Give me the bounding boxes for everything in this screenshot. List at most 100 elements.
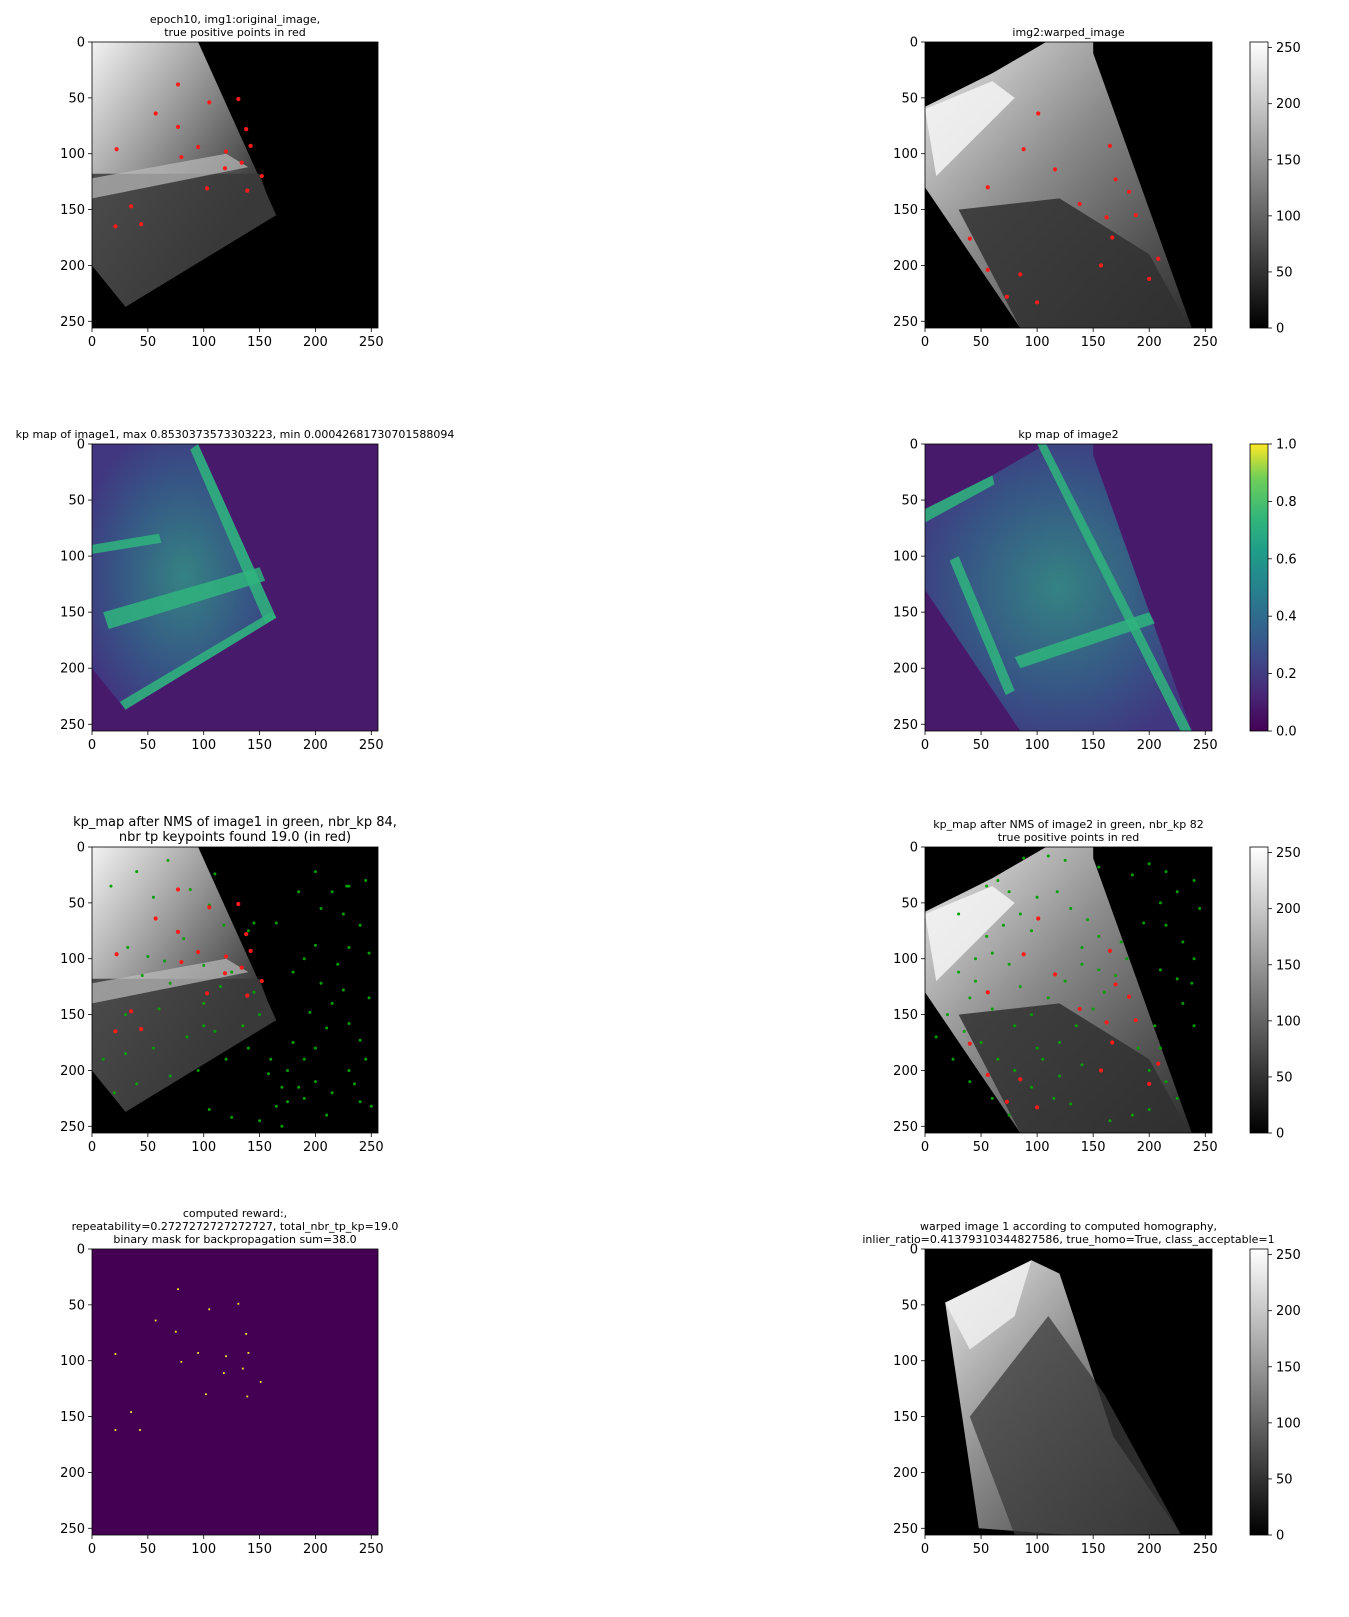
green-keypoint xyxy=(1175,977,1179,981)
x-tick-label: 200 xyxy=(1137,335,1162,350)
green-keypoint xyxy=(957,970,961,974)
red-keypoint xyxy=(1036,111,1041,116)
green-keypoint xyxy=(1158,1046,1162,1050)
red-keypoint xyxy=(207,905,212,910)
red-keypoint xyxy=(245,188,250,193)
title-line: inlier_ratio=0.41379310344827586, true_h… xyxy=(862,1233,1274,1246)
red-keypoint xyxy=(1110,235,1115,240)
green-keypoint xyxy=(1007,1113,1011,1117)
title-line: kp map of image1, max 0.8530373573303223… xyxy=(16,428,455,441)
y-tick-label: 250 xyxy=(893,315,918,330)
x-tick-label: 100 xyxy=(1025,738,1050,753)
mask-point xyxy=(241,1367,244,1370)
red-keypoint xyxy=(139,222,144,227)
red-keypoint xyxy=(236,901,241,907)
green-keypoint xyxy=(188,887,192,891)
red-keypoint xyxy=(153,916,158,921)
x-tick-label: 150 xyxy=(1081,738,1106,753)
mask-point xyxy=(247,1351,250,1354)
y-tick-label: 150 xyxy=(893,1410,918,1425)
panel-title: warped image 1 according to computed hom… xyxy=(862,1220,1274,1246)
x-tick-label: 250 xyxy=(1193,738,1218,753)
y-tick-label: 100 xyxy=(60,550,85,565)
green-keypoint xyxy=(1046,996,1050,1000)
green-keypoint xyxy=(1097,934,1101,938)
x-tick-label: 100 xyxy=(191,738,216,753)
green-keypoint xyxy=(973,979,977,983)
red-keypoint xyxy=(239,160,244,165)
green-keypoint xyxy=(979,1041,983,1045)
green-keypoint xyxy=(1175,1096,1179,1100)
red-keypoint xyxy=(1104,1020,1109,1025)
green-keypoint xyxy=(1198,906,1202,910)
red-keypoint xyxy=(967,236,972,241)
green-keypoint xyxy=(973,957,977,961)
x-tick-label: 100 xyxy=(191,335,216,350)
axes-frame xyxy=(91,443,379,732)
red-keypoint xyxy=(196,144,201,150)
green-keypoint xyxy=(358,923,362,927)
y-tick-label: 250 xyxy=(60,718,85,733)
mask-point xyxy=(225,1355,227,1358)
red-keypoint xyxy=(236,96,241,102)
red-keypoint xyxy=(1035,1105,1040,1110)
green-keypoint xyxy=(124,1013,128,1017)
red-keypoint xyxy=(175,124,181,130)
green-keypoint xyxy=(274,921,278,925)
green-keypoint xyxy=(313,1046,317,1050)
green-keypoint xyxy=(325,1113,329,1117)
green-keypoint xyxy=(207,1108,211,1112)
x-tick-label: 150 xyxy=(247,1140,272,1155)
red-keypoint xyxy=(244,932,249,937)
title-line: binary mask for backpropagation sum=38.0 xyxy=(113,1233,356,1246)
green-keypoint xyxy=(1001,923,1005,927)
red-keypoint xyxy=(139,1027,144,1032)
x-tick-label: 50 xyxy=(973,1140,990,1155)
green-keypoint xyxy=(1192,957,1196,961)
axes-frame xyxy=(91,1248,379,1536)
colorbar-tick-label: 200 xyxy=(1276,902,1301,917)
x-tick-label: 150 xyxy=(1081,1140,1106,1155)
green-keypoint xyxy=(1102,990,1106,994)
green-keypoint xyxy=(1080,946,1084,950)
panel-title: img2:warped_image xyxy=(1012,26,1124,39)
green-keypoint xyxy=(280,1124,284,1128)
red-keypoint xyxy=(113,1029,118,1034)
red-keypoint xyxy=(248,948,253,953)
green-keypoint xyxy=(1030,1085,1034,1089)
green-keypoint xyxy=(968,1080,972,1084)
green-keypoint xyxy=(1022,856,1026,860)
x-tick-label: 250 xyxy=(359,335,384,350)
y-tick-label: 100 xyxy=(893,1354,918,1369)
image-background xyxy=(92,1249,378,1535)
road-region xyxy=(958,198,1190,328)
green-keypoint xyxy=(1013,1068,1017,1072)
red-keypoint xyxy=(223,954,229,959)
title-line: computed reward:, xyxy=(183,1207,287,1220)
x-tick-label: 200 xyxy=(1137,738,1162,753)
colorbar xyxy=(1249,443,1269,732)
y-tick-label: 0 xyxy=(910,1243,918,1258)
green-keypoint xyxy=(319,981,323,985)
mask-point xyxy=(114,1353,117,1355)
green-keypoint xyxy=(157,1007,161,1011)
colorbar-tick-label: 100 xyxy=(1276,1416,1301,1431)
x-tick-label: 150 xyxy=(247,738,272,753)
x-tick-label: 50 xyxy=(140,1140,157,1155)
green-keypoint xyxy=(291,970,295,974)
green-keypoint xyxy=(1018,912,1022,916)
y-tick-label: 50 xyxy=(68,1298,85,1313)
red-keypoint xyxy=(1156,1061,1161,1066)
x-tick-label: 100 xyxy=(1025,1140,1050,1155)
kp-band xyxy=(949,556,1015,696)
red-keypoint xyxy=(1021,147,1026,152)
mask-point xyxy=(245,1333,248,1335)
red-keypoint xyxy=(1018,272,1023,277)
x-tick-label: 100 xyxy=(1025,1542,1050,1557)
green-keypoint xyxy=(135,1082,139,1086)
green-keypoint xyxy=(126,946,130,950)
mask-point xyxy=(180,1360,183,1363)
colorbar-tick-label: 0.6 xyxy=(1276,552,1297,567)
